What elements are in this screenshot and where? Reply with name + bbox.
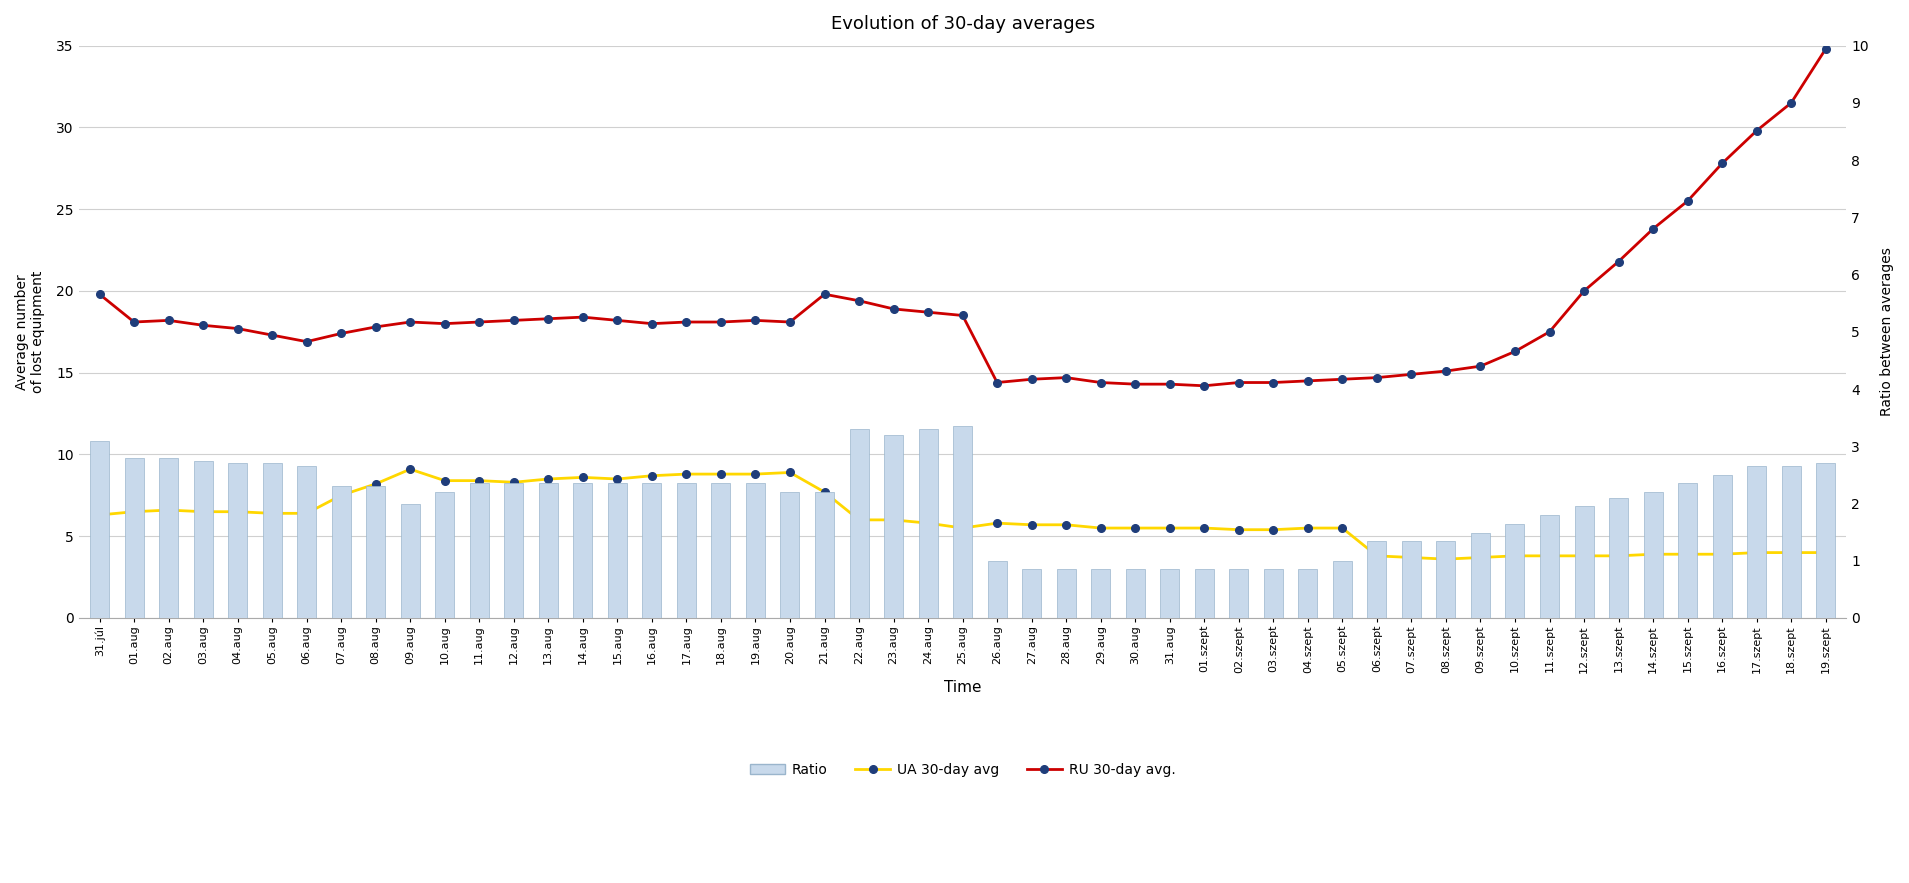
Bar — [158, 457, 178, 618]
Bar — [124, 457, 143, 618]
Bar — [987, 561, 1006, 618]
Bar — [1401, 540, 1420, 618]
Bar — [263, 464, 283, 618]
Bar — [1815, 464, 1835, 618]
Bar — [332, 487, 351, 618]
Bar — [643, 484, 661, 618]
Bar — [401, 503, 420, 618]
Bar — [1058, 570, 1075, 618]
Bar — [1747, 466, 1766, 618]
Bar — [1575, 506, 1594, 618]
Bar — [435, 492, 454, 618]
Bar — [1021, 570, 1040, 618]
Bar — [298, 466, 317, 618]
Bar — [1264, 570, 1283, 618]
Bar — [953, 426, 972, 618]
Bar — [746, 484, 766, 618]
X-axis label: Time: Time — [943, 680, 981, 695]
Bar — [573, 484, 592, 618]
Bar — [1195, 570, 1214, 618]
Bar — [1678, 484, 1697, 618]
Bar — [1541, 515, 1560, 618]
Bar — [1644, 492, 1663, 618]
Bar — [227, 464, 246, 618]
Y-axis label: Ratio between averages: Ratio between averages — [1880, 247, 1894, 416]
Bar — [712, 484, 731, 618]
Bar — [918, 429, 937, 618]
Y-axis label: Average number
of lost equipment: Average number of lost equipment — [15, 271, 46, 393]
Bar — [1367, 540, 1386, 618]
Bar — [470, 484, 489, 618]
Bar — [781, 492, 800, 618]
Bar — [504, 484, 523, 618]
Bar — [193, 461, 212, 618]
Bar — [1229, 570, 1248, 618]
Bar — [1712, 475, 1731, 618]
Bar — [850, 429, 869, 618]
Legend: Ratio, UA 30-day avg, RU 30-day avg.: Ratio, UA 30-day avg, RU 30-day avg. — [745, 758, 1182, 782]
Bar — [1332, 561, 1352, 618]
Bar — [1126, 570, 1145, 618]
Bar — [1506, 524, 1525, 618]
Bar — [678, 484, 697, 618]
Bar — [367, 487, 386, 618]
Bar — [815, 492, 834, 618]
Bar — [538, 484, 557, 618]
Bar — [1472, 533, 1489, 618]
Bar — [1436, 540, 1455, 618]
Bar — [1609, 498, 1628, 618]
Bar — [607, 484, 626, 618]
Bar — [90, 441, 109, 618]
Bar — [1161, 570, 1180, 618]
Bar — [1781, 466, 1800, 618]
Title: Evolution of 30-day averages: Evolution of 30-day averages — [830, 15, 1094, 33]
Bar — [1092, 570, 1111, 618]
Bar — [884, 434, 903, 618]
Bar — [1298, 570, 1317, 618]
